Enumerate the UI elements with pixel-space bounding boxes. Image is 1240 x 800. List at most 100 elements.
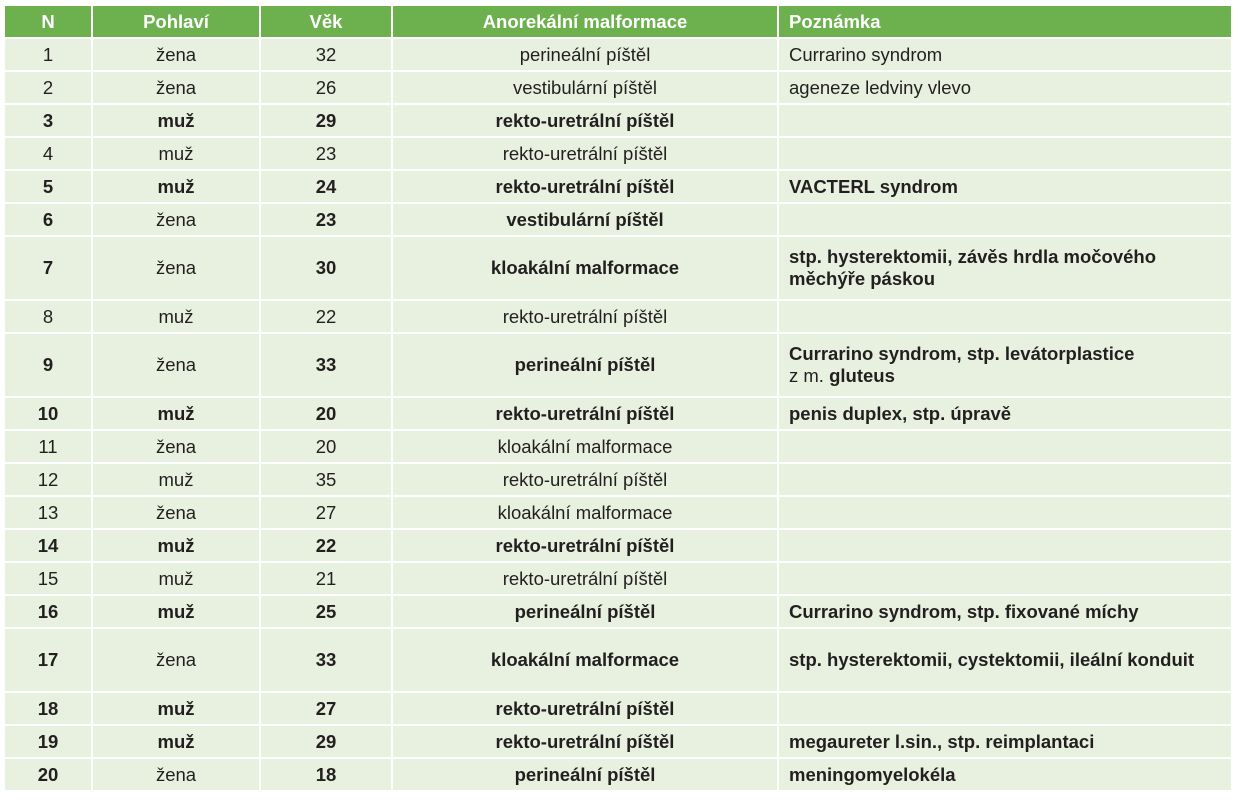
cell-age: 35 [261, 464, 393, 497]
cell-n: 16 [5, 596, 93, 629]
header-age: Věk [261, 6, 393, 39]
cell-note: stp. hysterektomii, cystektomii, ileální… [779, 629, 1231, 693]
cell-age: 21 [261, 563, 393, 596]
cell-malformation: rekto-uretrální píštěl [393, 563, 779, 596]
cell-malformation: perineální píštěl [393, 759, 779, 792]
cell-sex: žena [93, 759, 261, 792]
cell-n: 9 [5, 334, 93, 398]
cell-n: 14 [5, 530, 93, 563]
cell-age: 29 [261, 726, 393, 759]
cell-sex: muž [93, 138, 261, 171]
cell-n: 18 [5, 693, 93, 726]
cell-malformation: rekto-uretrální píštěl [393, 464, 779, 497]
cell-note [779, 563, 1231, 596]
cell-malformation: kloakální malformace [393, 237, 779, 301]
cell-malformation: rekto-uretrální píštěl [393, 138, 779, 171]
table-row: 6 žena 23 vestibulární píštěl [5, 204, 1231, 237]
cell-age: 27 [261, 693, 393, 726]
header-sex: Pohlaví [93, 6, 261, 39]
table-row: 12 muž 35 rekto-uretrální píštěl [5, 464, 1231, 497]
cell-n: 3 [5, 105, 93, 138]
cell-malformation: vestibulární píštěl [393, 204, 779, 237]
table-row: 3 muž 29 rekto-uretrální píštěl [5, 105, 1231, 138]
cell-malformation: rekto-uretrální píštěl [393, 693, 779, 726]
cell-age: 22 [261, 301, 393, 334]
cell-malformation: perineální píštěl [393, 39, 779, 72]
table-row: 1 žena 32 perineální píštěl Currarino sy… [5, 39, 1231, 72]
cell-sex: muž [93, 464, 261, 497]
cell-note: stp. hysterektomii, závěs hrdla močového… [779, 237, 1231, 301]
cell-n: 8 [5, 301, 93, 334]
cell-sex: žena [93, 72, 261, 105]
patient-table-container: N Pohlaví Věk Anorekální malformace Pozn… [5, 6, 1231, 792]
note-text: gluteus [829, 365, 895, 386]
cell-note [779, 204, 1231, 237]
cell-age: 27 [261, 497, 393, 530]
cell-n: 4 [5, 138, 93, 171]
cell-age: 32 [261, 39, 393, 72]
cell-n: 1 [5, 39, 93, 72]
header-note: Poznámka [779, 6, 1231, 39]
cell-sex: žena [93, 39, 261, 72]
cell-sex: žena [93, 497, 261, 530]
cell-note [779, 431, 1231, 464]
cell-n: 6 [5, 204, 93, 237]
cell-n: 11 [5, 431, 93, 464]
cell-sex: muž [93, 693, 261, 726]
cell-n: 10 [5, 398, 93, 431]
table-row: 7 žena 30 kloakální malformace stp. hyst… [5, 237, 1231, 301]
cell-note [779, 693, 1231, 726]
cell-malformation: rekto-uretrální píštěl [393, 301, 779, 334]
table-body: 1 žena 32 perineální píštěl Currarino sy… [5, 39, 1231, 792]
cell-malformation: kloakální malformace [393, 629, 779, 693]
cell-sex: muž [93, 563, 261, 596]
cell-age: 33 [261, 334, 393, 398]
cell-n: 12 [5, 464, 93, 497]
table-row: 20 žena 18 perineální píštěl meningomyel… [5, 759, 1231, 792]
cell-n: 17 [5, 629, 93, 693]
table-row: 8 muž 22 rekto-uretrální píštěl [5, 301, 1231, 334]
cell-note: penis duplex, stp. úpravě [779, 398, 1231, 431]
cell-malformation: rekto-uretrální píštěl [393, 398, 779, 431]
cell-note [779, 497, 1231, 530]
cell-age: 24 [261, 171, 393, 204]
cell-malformation: rekto-uretrální píštěl [393, 171, 779, 204]
patient-table: N Pohlaví Věk Anorekální malformace Pozn… [5, 6, 1231, 792]
cell-age: 29 [261, 105, 393, 138]
cell-note: VACTERL syndrom [779, 171, 1231, 204]
table-row: 13 žena 27 kloakální malformace [5, 497, 1231, 530]
table-row: 14 muž 22 rekto-uretrální píštěl [5, 530, 1231, 563]
cell-note: ageneze ledviny vlevo [779, 72, 1231, 105]
cell-note [779, 105, 1231, 138]
cell-age: 23 [261, 204, 393, 237]
table-row: 4 muž 23 rekto-uretrální píštěl [5, 138, 1231, 171]
note-text: z m. [789, 365, 824, 386]
cell-age: 26 [261, 72, 393, 105]
cell-malformation: rekto-uretrální píštěl [393, 105, 779, 138]
cell-age: 20 [261, 398, 393, 431]
cell-age: 23 [261, 138, 393, 171]
cell-n: 2 [5, 72, 93, 105]
header-malformation: Anorekální malformace [393, 6, 779, 39]
cell-note [779, 138, 1231, 171]
cell-malformation: kloakální malformace [393, 497, 779, 530]
cell-malformation: vestibulární píštěl [393, 72, 779, 105]
table-row: 16 muž 25 perineální píštěl Currarino sy… [5, 596, 1231, 629]
table-row: 15 muž 21 rekto-uretrální píštěl [5, 563, 1231, 596]
header-n: N [5, 6, 93, 39]
cell-sex: žena [93, 237, 261, 301]
note-text: Currarino syndrom, stp. levátorplastice [789, 343, 1135, 364]
cell-malformation: rekto-uretrální píštěl [393, 726, 779, 759]
cell-note [779, 530, 1231, 563]
cell-age: 18 [261, 759, 393, 792]
cell-note: meningomyelokéla [779, 759, 1231, 792]
cell-note: megaureter l.sin., stp. reimplantaci [779, 726, 1231, 759]
cell-note [779, 464, 1231, 497]
cell-note: Currarino syndrom [779, 39, 1231, 72]
cell-malformation: kloakální malformace [393, 431, 779, 464]
cell-n: 7 [5, 237, 93, 301]
cell-malformation: perineální píštěl [393, 596, 779, 629]
cell-malformation: rekto-uretrální píštěl [393, 530, 779, 563]
cell-n: 13 [5, 497, 93, 530]
cell-sex: muž [93, 301, 261, 334]
